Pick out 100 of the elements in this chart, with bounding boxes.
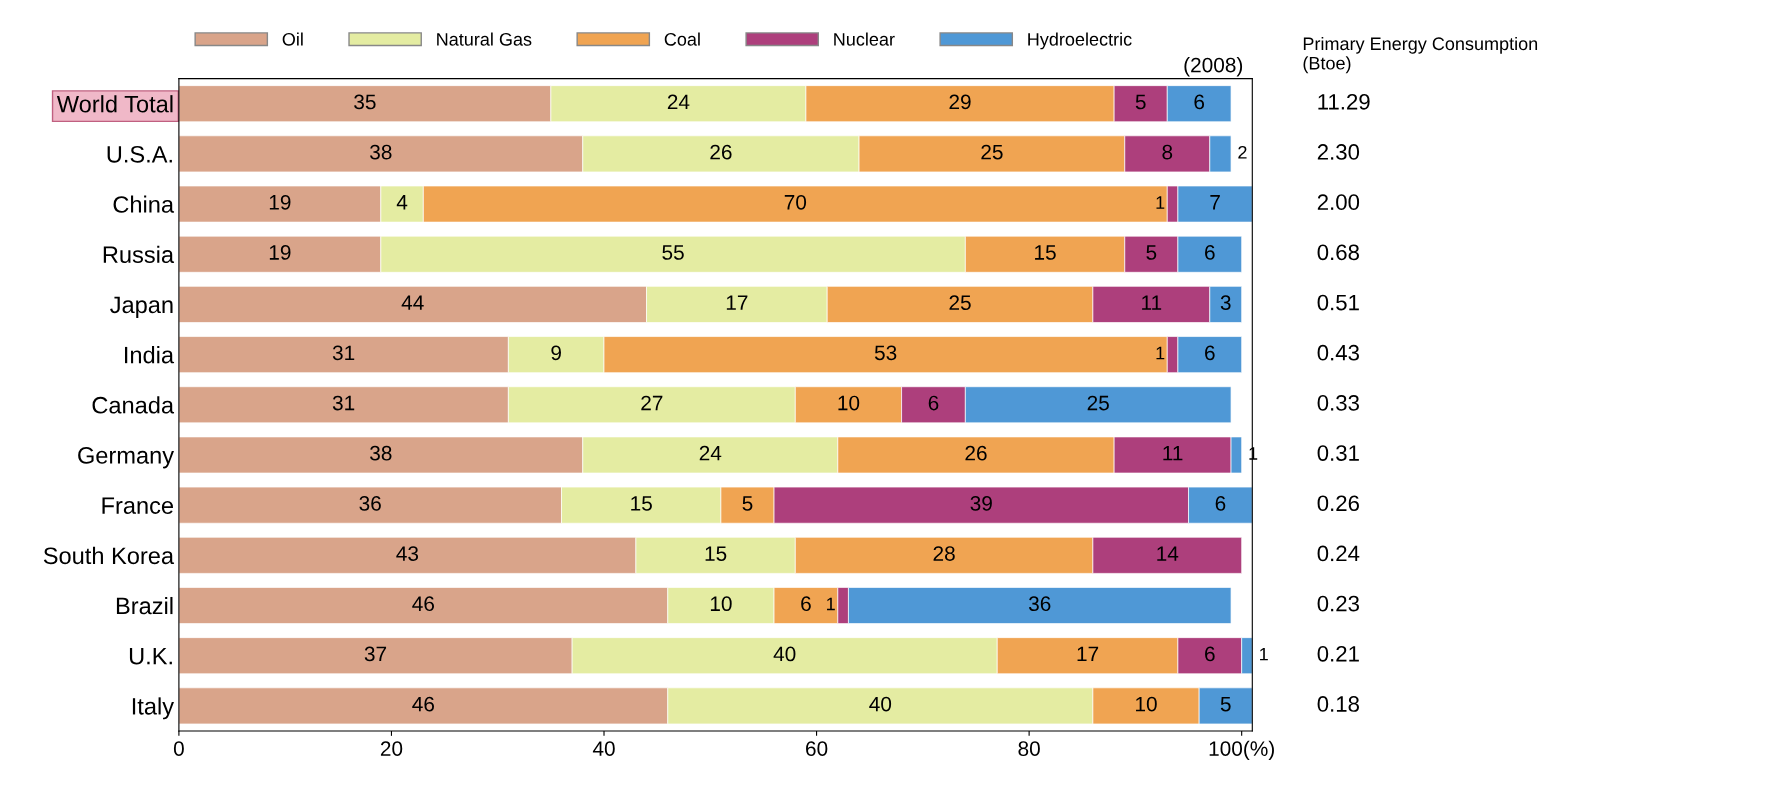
x-tick-label: 40 [592,741,615,756]
data-label: 44 [401,295,424,310]
text: 0.31 [1317,445,1359,461]
data-label: 24 [667,94,690,110]
data-label: 8 [1162,144,1173,160]
text: 0.21 [1317,645,1359,662]
data-label: 40 [773,646,796,662]
text: 11.29 [1318,93,1370,110]
y-tick-label: Japan [110,296,173,318]
data-label: 17 [726,295,748,310]
data-label: 15 [1035,245,1056,260]
data-label: 7 [1210,195,1220,210]
data-label: 36 [359,496,381,511]
data-label: 9 [551,345,561,361]
data-label: 6 [928,395,939,411]
data-label: 11 [1163,446,1183,461]
data-label: 31 [332,395,355,411]
x-tick-label: 80 [1018,741,1040,756]
data-label: 6 [1205,646,1215,662]
data-label: 25 [981,144,1003,160]
data-label: 5 [1135,94,1146,110]
data-label: 24 [699,445,722,461]
data-label: 5 [1146,245,1157,260]
data-label: 1 [1156,346,1165,360]
y-tick-label: Germany [78,447,174,469]
data-label: 55 [662,245,684,260]
data-label: 29 [949,94,971,110]
legend-label: Natural Gas [437,32,532,46]
text: Primary Energy Consumption (Btoe) [1303,36,1538,74]
data-label: 6 [1205,245,1215,260]
y-tick-label: India [125,346,175,364]
data-label: 46 [412,596,435,612]
data-label: 31 [332,345,355,361]
text: 0.33 [1317,395,1359,411]
text: 0.51 [1317,294,1359,311]
data-label: 40 [869,696,892,712]
data-label: 53 [874,345,897,361]
x-tick-label: 60 [806,741,828,756]
data-label: 11 [1142,295,1162,310]
data-label: 6 [1194,94,1205,110]
data-label: 1 [827,597,835,611]
text: 0.68 [1317,244,1359,261]
y-tick-label: South Korea [43,546,175,565]
data-label: 6 [1205,345,1215,361]
data-label: 10 [1136,696,1157,712]
data-label: 19 [269,194,291,210]
text: 0.18 [1317,696,1359,712]
data-label: 4 [396,195,408,210]
data-label: 19 [269,245,291,260]
y-tick-label: Brazil [116,596,173,615]
data-label: 14 [1157,546,1179,561]
data-label: 1 [1260,647,1268,661]
text: 0.26 [1317,495,1359,512]
data-label: 26 [710,144,732,160]
text: (2008) [1184,57,1243,77]
data-label: 6 [801,596,811,612]
text: 2.30 [1317,144,1360,160]
data-label: 5 [742,496,753,511]
data-label: 3 [1220,295,1231,311]
data-label: 28 [933,546,955,561]
legend-label: Nuclear [834,32,895,46]
text: 0.23 [1317,595,1359,612]
data-label: 1 [1156,196,1165,209]
legend-label: Hydroelectric [1028,32,1132,50]
y-tick-label: France [102,497,173,514]
y-tick-label: World Total [56,95,173,113]
data-label: 25 [1087,395,1109,411]
data-label: 46 [412,696,435,712]
data-label: 38 [370,445,392,461]
y-tick-label: U.K. [129,648,172,665]
data-label: 36 [1028,596,1051,612]
data-label: 17 [1077,646,1099,662]
data-label: 26 [965,445,987,461]
text: 0.43 [1317,344,1359,361]
text: 2.00 [1317,194,1360,211]
data-label: 70 [784,194,807,210]
data-label: 35 [354,94,376,110]
data-label: 2 [1238,145,1247,159]
data-label: 10 [710,596,732,612]
y-tick-label: China [113,195,175,213]
x-tick-label: 100(%) [1209,740,1274,761]
data-label: 27 [641,395,663,411]
data-label: 38 [370,144,392,160]
data-label: 37 [364,646,387,662]
x-tick-label: 20 [380,741,403,756]
data-label: 15 [705,546,727,561]
y-tick-label: Italy [132,697,174,720]
legend-label: Oil [282,32,303,46]
data-label: 15 [631,496,652,511]
data-label: 25 [949,295,971,311]
text: 0.24 [1317,545,1360,562]
y-tick-label: U.S.A. [107,145,172,163]
data-label: 6 [1215,496,1226,511]
data-label: 5 [1220,696,1231,712]
data-label: 43 [396,546,419,561]
y-tick-label: Russia [103,245,175,264]
y-tick-label: Canada [92,396,175,414]
data-label: 10 [838,395,860,411]
data-label: 39 [970,496,992,511]
legend-label: Coal [664,32,700,46]
